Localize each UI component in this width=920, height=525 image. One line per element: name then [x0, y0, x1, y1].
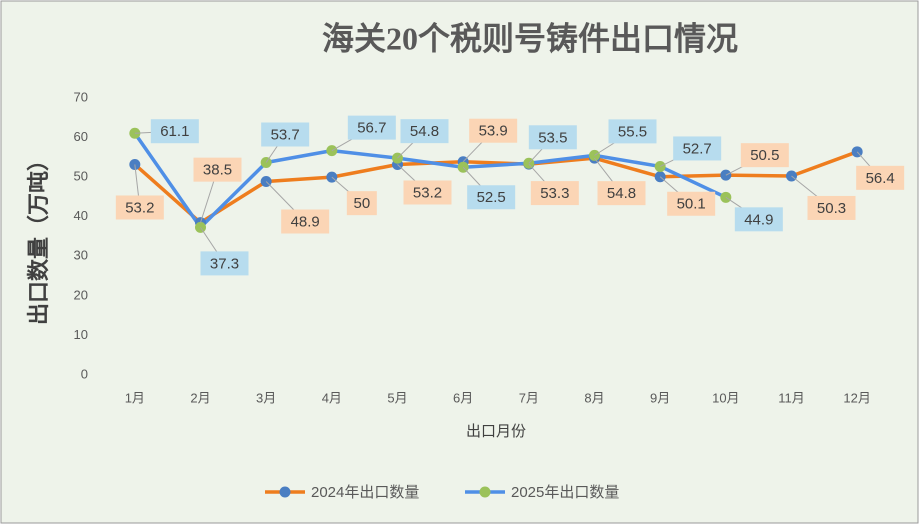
x-tick-label: 12月 — [843, 390, 870, 405]
data-label: 61.1 — [160, 123, 189, 140]
y-tick-label: 40 — [74, 208, 88, 223]
x-tick-label: 8月 — [584, 390, 604, 405]
data-label: 53.7 — [271, 126, 300, 143]
data-label: 53.5 — [538, 129, 567, 146]
data-label: 56.7 — [357, 120, 386, 137]
data-label: 50.3 — [817, 200, 846, 217]
x-tick-label: 6月 — [453, 390, 473, 405]
legend-marker — [479, 486, 491, 498]
x-tick-label: 3月 — [256, 390, 276, 405]
chart-title: 海关20个税则号铸件出口情况 — [322, 20, 738, 56]
data-label: 52.7 — [683, 140, 712, 157]
data-label: 56.4 — [866, 170, 895, 187]
label-box — [467, 185, 516, 210]
y-tick-label: 10 — [74, 327, 88, 342]
label-box — [734, 207, 783, 232]
label-box — [115, 195, 164, 220]
data-label: 44.9 — [744, 211, 773, 228]
label-box — [740, 143, 789, 168]
legend-label: 2024年出口数量 — [311, 484, 419, 501]
label-box — [673, 136, 722, 161]
x-tick-label: 4月 — [322, 390, 342, 405]
y-tick-label: 70 — [74, 89, 88, 104]
data-label: 53.3 — [540, 185, 569, 202]
label-box — [856, 165, 905, 190]
x-tick-label: 5月 — [387, 390, 407, 405]
x-tick-label: 11月 — [778, 390, 805, 405]
series-line — [133, 150, 858, 225]
series-line — [133, 132, 727, 230]
x-tick-label: 1月 — [125, 390, 145, 405]
y-tick-label: 60 — [74, 129, 88, 144]
data-label: 37.3 — [210, 255, 239, 272]
label-box — [608, 119, 657, 144]
label-box — [150, 119, 199, 144]
data-label: 53.9 — [479, 123, 508, 140]
y-tick-label: 50 — [74, 169, 88, 184]
data-label: 53.2 — [413, 184, 442, 201]
label-box — [261, 122, 310, 147]
label-box — [469, 118, 518, 143]
data-label: 48.9 — [291, 213, 320, 230]
label-box — [400, 119, 449, 144]
label-box — [807, 195, 856, 220]
x-tick-label: 10月 — [712, 390, 739, 405]
y-tick-label: 30 — [74, 248, 88, 263]
label-box — [193, 157, 242, 182]
label-box — [667, 191, 716, 216]
label-box — [347, 115, 396, 140]
data-label: 52.5 — [477, 189, 506, 206]
data-label: 50.5 — [750, 147, 779, 164]
label-box — [346, 191, 377, 216]
data-label: 53.2 — [125, 199, 154, 216]
label-box — [528, 125, 577, 150]
label-box — [530, 181, 579, 206]
data-label: 55.5 — [618, 123, 647, 140]
y-tick-label: 20 — [74, 287, 88, 302]
legend-label: 2025年出口数量 — [511, 484, 619, 501]
data-label: 54.8 — [410, 123, 439, 140]
label-box — [403, 180, 452, 205]
label-box — [200, 251, 249, 276]
y-axis-label: 出口数量（万吨） — [26, 149, 51, 325]
data-label: 50 — [353, 195, 370, 212]
label-box — [281, 209, 330, 234]
legend-marker — [279, 486, 291, 498]
x-tick-label: 7月 — [519, 390, 539, 405]
x-tick-label: 9月 — [650, 390, 670, 405]
label-box — [597, 181, 646, 206]
x-tick-label: 2月 — [190, 390, 210, 405]
data-label: 54.8 — [607, 185, 636, 202]
data-label: 50.1 — [677, 196, 706, 213]
y-tick-label: 0 — [81, 366, 88, 381]
data-label: 38.5 — [203, 162, 232, 179]
x-axis-label: 出口月份 — [466, 423, 526, 440]
